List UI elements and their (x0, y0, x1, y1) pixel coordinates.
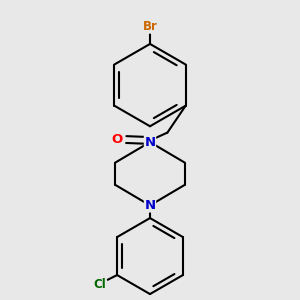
Text: O: O (111, 133, 122, 146)
Text: N: N (144, 199, 156, 212)
Text: N: N (144, 136, 156, 148)
Text: Cl: Cl (93, 278, 106, 291)
Text: Br: Br (142, 20, 158, 33)
